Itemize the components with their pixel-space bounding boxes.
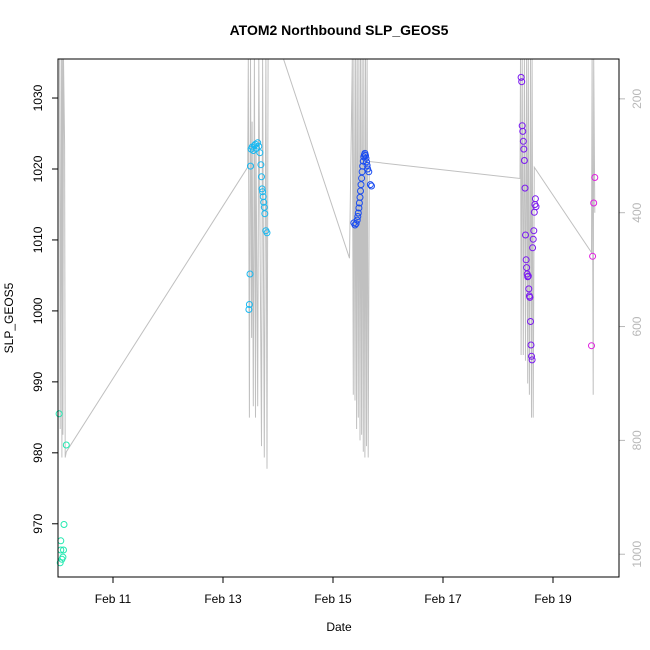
data-point (521, 184, 529, 192)
data-point (529, 244, 537, 252)
data-point (362, 152, 369, 159)
data-point (359, 162, 367, 170)
data-point (258, 185, 266, 193)
data-point (354, 213, 362, 220)
x-tick-label: Feb 15 (314, 592, 352, 606)
y-tick-label: 980 (31, 442, 45, 462)
data-point (528, 352, 535, 360)
data-point (245, 306, 253, 313)
series-1 (245, 139, 271, 313)
data-point (352, 220, 360, 228)
data-point (519, 137, 527, 145)
data-point (353, 216, 361, 224)
altitude-series (59, 58, 596, 469)
y-tick-label: 1000 (31, 297, 45, 324)
data-point (355, 204, 363, 212)
y-tick-label: 1030 (31, 84, 45, 111)
data-point (260, 198, 268, 206)
data-point (247, 162, 254, 170)
altitude-line (59, 58, 596, 469)
data-point (60, 521, 68, 528)
y2-tick-label: 400 (630, 202, 644, 222)
data-point (256, 149, 264, 157)
data-point (520, 157, 528, 164)
series-4 (588, 174, 599, 350)
chart-title: ATOM2 Northbound SLP_GEOS5 (230, 22, 449, 38)
data-point (255, 142, 263, 150)
y2-tick-label: 600 (630, 316, 644, 336)
data-point (527, 318, 534, 325)
data-point (60, 546, 67, 554)
data-point (520, 145, 528, 153)
y-tick-label: 1010 (31, 226, 45, 253)
data-point (518, 78, 526, 86)
data-point (363, 161, 371, 169)
data-point (531, 195, 539, 203)
series-3 (517, 73, 540, 364)
y2-tick-label: 200 (630, 89, 644, 109)
data-points (55, 73, 599, 567)
data-point (524, 273, 532, 281)
data-point (519, 127, 527, 135)
x-tick-label: Feb 11 (95, 592, 132, 606)
y-tick-label: 970 (31, 513, 45, 533)
data-point (524, 272, 532, 280)
data-point (522, 256, 530, 264)
y-axis-label: SLP_GEOS5 (2, 282, 16, 353)
data-point (589, 252, 597, 260)
data-point (55, 410, 63, 418)
y2-tick-label: 800 (630, 430, 644, 450)
data-point (62, 441, 70, 449)
x-tick-label: Feb 19 (534, 592, 572, 606)
data-point (362, 154, 370, 162)
axes: Feb 11 Feb 13 Feb 15 Feb 17 Feb 19 970 980 990 1… (31, 84, 644, 606)
x-tick-label: Feb 17 (424, 592, 462, 606)
data-point (528, 356, 536, 364)
data-point (527, 341, 535, 349)
data-point (258, 173, 265, 181)
data-point (263, 229, 271, 237)
data-point (366, 181, 374, 189)
plot-frame (57, 58, 620, 578)
y2-tick-label: 1000 (630, 541, 644, 568)
data-point (517, 73, 525, 81)
y-tick-label: 990 (31, 372, 45, 392)
data-point (591, 174, 599, 181)
data-point (363, 158, 370, 166)
data-point (365, 168, 373, 176)
series-2 (350, 149, 375, 229)
data-point (246, 270, 254, 278)
data-point (257, 161, 265, 169)
data-point (59, 553, 67, 561)
data-point (530, 227, 538, 235)
x-tick-label: Feb 13 (204, 592, 242, 606)
data-point (57, 537, 65, 545)
data-point (261, 210, 269, 218)
data-point (245, 301, 253, 308)
data-point (525, 285, 533, 293)
data-point (254, 139, 262, 147)
data-point (590, 199, 598, 207)
data-point (522, 231, 529, 239)
y-tick-label: 1020 (31, 155, 45, 182)
data-point (259, 188, 267, 196)
data-point (354, 209, 362, 217)
series-0 (55, 410, 70, 567)
data-point (532, 203, 540, 211)
data-point (56, 559, 64, 567)
data-point (368, 182, 375, 190)
data-point (529, 235, 537, 243)
data-point (526, 293, 534, 301)
data-point (588, 342, 595, 350)
x-axis-label: Date (326, 620, 352, 634)
